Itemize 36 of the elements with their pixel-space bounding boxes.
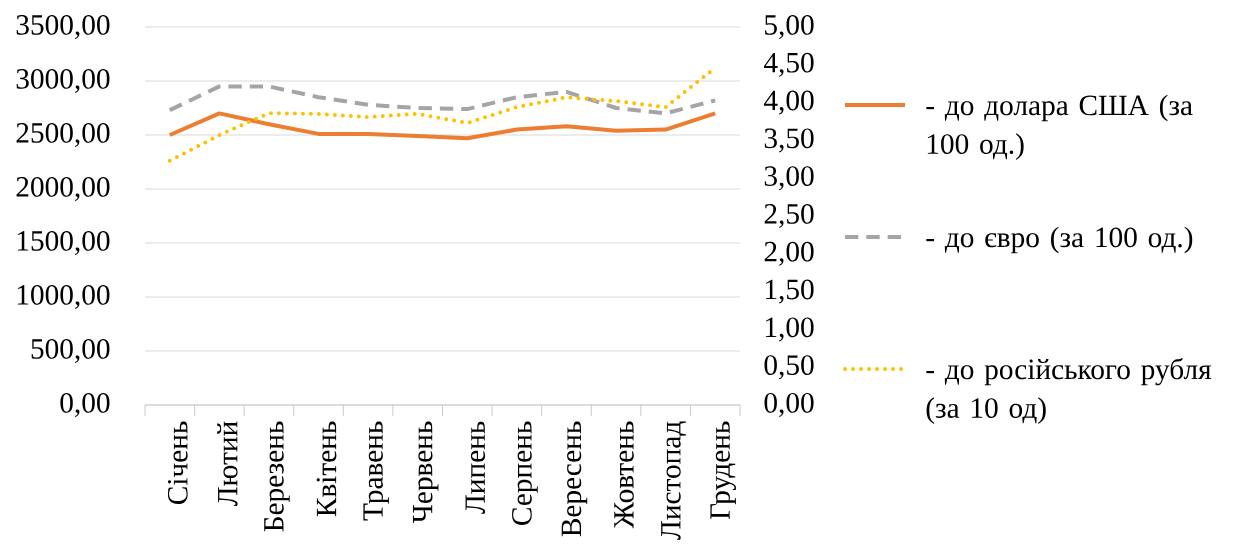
y2-tick-label: 1,50 <box>765 279 814 304</box>
legend-label: - до російського рубля (за 10 од) <box>926 357 1212 424</box>
x-tick-label: Серпень <box>512 421 538 525</box>
line-series <box>167 84 718 116</box>
y2-tick-label: 0,00 <box>764 392 814 417</box>
x-tick-label: Грудень <box>710 421 736 520</box>
x-tick-label: Вересень <box>561 421 588 537</box>
y2-tick-label: 3,50 <box>764 128 814 153</box>
y2-tick-label: 2,50 <box>764 203 814 229</box>
y-tick-label: 1000,00 <box>17 284 110 309</box>
y-tick-label: 500,00 <box>31 338 110 363</box>
line-series <box>167 111 718 141</box>
x-tick-label: Квітень <box>316 421 337 517</box>
x-tick-label: Листопад <box>661 421 687 540</box>
y-tick-label: 2000,00 <box>16 176 110 201</box>
legend-label: - до євро (за 100 од.) <box>926 226 1193 254</box>
x-tick-label: Березень <box>264 421 290 532</box>
y2-tick-label: 2,00 <box>764 241 814 266</box>
legend-label: - до долара США (за 100 од.) <box>926 94 1193 160</box>
y-tick-label: 1500,00 <box>17 230 110 255</box>
y2-tick-label: 4,00 <box>763 90 814 115</box>
y2-tick-label: 4,50 <box>763 52 814 77</box>
y2-tick-label: 0,50 <box>764 355 814 380</box>
y2-tick-label: 1,00 <box>765 317 814 342</box>
x-tick-label: Червень <box>412 421 439 523</box>
x-tick-label: Липень <box>465 421 486 514</box>
x-tick-label: Лютий <box>217 421 238 507</box>
y2-tick-label: 5,00 <box>765 14 814 40</box>
y2-tick-label: 3,00 <box>764 166 814 191</box>
y-tick-label: 0,00 <box>60 392 110 417</box>
y-tick-label: 2500,00 <box>16 122 110 147</box>
x-tick-label: Жовтень <box>614 421 634 529</box>
y-tick-label: 3000,00 <box>16 68 110 94</box>
x-tick-label: Травень <box>363 421 389 521</box>
x-tick-label: Січень <box>167 421 188 505</box>
y-tick-label: 3500,00 <box>16 14 110 40</box>
